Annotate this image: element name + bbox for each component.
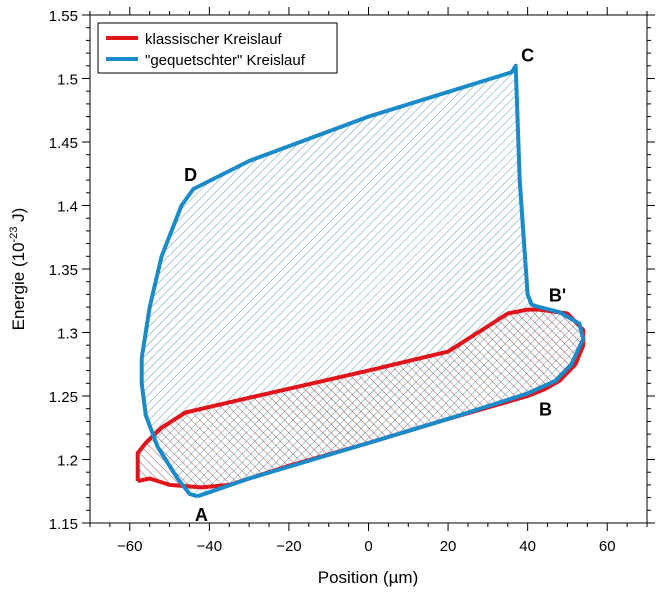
loop-fill-classic: [137, 309, 584, 488]
point-label-B-prime: B': [549, 285, 566, 305]
y-tick-label: 1.4: [57, 199, 78, 216]
legend-label-squeezed: "gequetschter" Kreislauf: [145, 52, 306, 69]
y-tick-label: 1.5: [57, 72, 78, 89]
point-label-D: D: [184, 165, 197, 185]
x-tick-label: 40: [519, 538, 536, 555]
x-tick-label: −40: [197, 538, 222, 555]
y-tick-label: 1.25: [49, 389, 78, 406]
axis-ticks: [82, 7, 655, 531]
y-axis-label: Energie (10-23 J): [8, 208, 28, 331]
y-tick-label: 1.35: [49, 262, 78, 279]
annotations: A B B' C D: [184, 45, 566, 525]
legend-label-classic: klassischer Kreislauf: [145, 31, 283, 48]
y-tick-label: 1.45: [49, 135, 78, 152]
point-label-A: A: [195, 505, 208, 525]
x-tick-label: −20: [276, 538, 301, 555]
loop-lines: [135, 63, 586, 499]
x-tick-label: 20: [440, 538, 457, 555]
y-tick-label: 1.2: [57, 453, 78, 470]
x-tick-label: 60: [599, 538, 616, 555]
loop-fills: [137, 65, 584, 497]
series-line-squeezed: [139, 63, 586, 499]
y-tick-label: 1.3: [57, 326, 78, 343]
point-label-B: B: [539, 400, 552, 420]
y-tick-label: 1.55: [49, 8, 78, 25]
x-tick-label: 0: [364, 538, 372, 555]
tick-labels: −60 −40 −20 0 20 40 60 1.15 1.2 1.25 1.3 1.35 1.4 1.4…: [49, 8, 616, 555]
legend-box: [97, 22, 338, 74]
x-axis-label: Position (µm): [318, 568, 418, 587]
x-tick-label: −60: [117, 538, 142, 555]
legend: klassischer Kreislauf "gequetschter" Kre…: [97, 22, 338, 74]
y-tick-label: 1.15: [49, 516, 78, 533]
point-label-C: C: [521, 45, 534, 65]
